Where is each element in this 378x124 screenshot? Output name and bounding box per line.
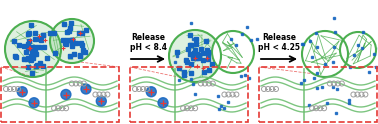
Text: Release
pH < 8.4: Release pH < 8.4 [130,33,166,52]
Circle shape [96,96,106,106]
Circle shape [340,32,376,68]
Circle shape [212,31,254,73]
Circle shape [146,87,156,97]
Circle shape [50,19,94,63]
Bar [130,67,248,122]
Bar [259,67,377,122]
Bar [1,67,119,122]
Circle shape [29,98,39,108]
Circle shape [61,90,71,99]
Circle shape [302,31,348,77]
Circle shape [81,84,91,94]
Circle shape [5,21,61,77]
Circle shape [17,87,27,97]
Circle shape [158,98,168,108]
Text: Release
pH < 4.25: Release pH < 4.25 [258,33,300,52]
Circle shape [169,30,221,82]
